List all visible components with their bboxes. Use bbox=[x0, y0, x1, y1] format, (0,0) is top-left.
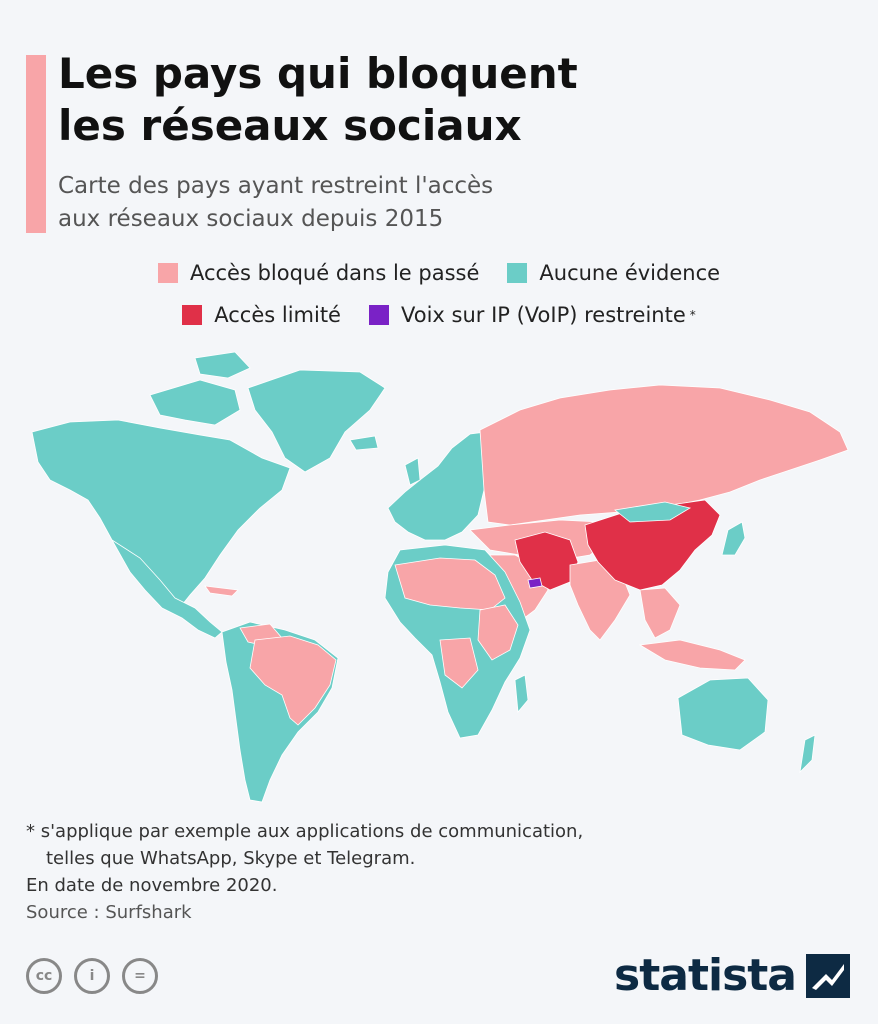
legend-label-none: Aucune évidence bbox=[539, 261, 721, 285]
statista-wordmark: statista bbox=[614, 950, 797, 1001]
region-uk bbox=[404, 457, 421, 486]
legend-label-voip: Voix sur IP (VoIP) restreinte bbox=[400, 303, 686, 327]
region-north-africa-past bbox=[394, 557, 506, 611]
region-canada-arctic-2 bbox=[194, 351, 251, 379]
statista-logo-icon bbox=[806, 953, 850, 998]
page-title: Les pays qui bloquent les réseaux sociau… bbox=[58, 48, 818, 152]
footnote-line-1: * s'applique par exemple aux application… bbox=[26, 821, 584, 842]
subtitle-line-1: Carte des pays ayant restreint l'accès bbox=[58, 173, 494, 199]
license-icons: cc i = bbox=[26, 958, 158, 994]
legend-swatch-voip bbox=[368, 305, 389, 325]
region-europe bbox=[387, 431, 491, 541]
region-east-africa-past bbox=[477, 604, 519, 661]
region-mongolia bbox=[614, 501, 692, 523]
region-russia bbox=[479, 384, 849, 526]
attribution-icon[interactable]: i bbox=[74, 958, 110, 994]
world-map bbox=[31, 351, 849, 803]
region-greenland bbox=[247, 369, 386, 473]
legend-label-past: Accès bloqué dans le passé bbox=[189, 261, 480, 285]
source-text: Source : Surfshark bbox=[26, 902, 192, 923]
legend-swatch-limited bbox=[182, 305, 203, 325]
title-line-1: Les pays qui bloquent bbox=[58, 49, 578, 98]
region-cuba bbox=[204, 585, 239, 597]
region-north-america bbox=[31, 419, 291, 611]
footnote-line-2: telles que WhatsApp, Skype et Telegram. bbox=[46, 848, 416, 869]
region-southeast-asia bbox=[639, 587, 681, 639]
legend-voip-asterisk: * bbox=[689, 308, 696, 322]
legend-item-limited: Accès limité bbox=[182, 303, 341, 327]
title-line-2: les réseaux sociaux bbox=[58, 101, 522, 150]
region-madagascar bbox=[514, 674, 529, 713]
region-central-africa-past bbox=[439, 637, 479, 689]
legend-swatch-none bbox=[507, 263, 528, 283]
legend-item-voip: Voix sur IP (VoIP) restreinte * bbox=[368, 303, 696, 327]
page-subtitle: Carte des pays ayant restreint l'accès a… bbox=[58, 170, 618, 236]
region-central-america bbox=[111, 539, 223, 639]
region-china bbox=[584, 499, 721, 591]
region-new-zealand bbox=[799, 734, 816, 774]
legend-row-1: Accès bloqué dans le passé Aucune éviden… bbox=[0, 256, 878, 290]
legend-item-past: Accès bloqué dans le passé bbox=[157, 261, 480, 285]
legend-item-none: Aucune évidence bbox=[507, 261, 720, 285]
region-japan bbox=[721, 521, 746, 556]
legend-row-2: Accès limité Voix sur IP (VoIP) restrein… bbox=[0, 298, 878, 332]
region-brazil bbox=[249, 635, 337, 726]
statista-logo[interactable]: statista bbox=[614, 950, 850, 1001]
region-uae-voip bbox=[527, 577, 543, 589]
title-accent-bar bbox=[26, 55, 46, 233]
footnote: * s'applique par exemple aux application… bbox=[26, 818, 583, 899]
region-iceland bbox=[349, 435, 379, 451]
region-australia bbox=[677, 677, 769, 751]
legend-swatch-past bbox=[157, 263, 178, 283]
map-legend: Accès bloqué dans le passé Aucune éviden… bbox=[0, 256, 878, 340]
cc-icon[interactable]: cc bbox=[26, 958, 62, 994]
subtitle-line-2: aux réseaux sociaux depuis 2015 bbox=[58, 206, 444, 232]
legend-label-limited: Accès limité bbox=[214, 303, 341, 327]
region-indonesia bbox=[638, 639, 746, 671]
region-canada-arctic bbox=[149, 379, 241, 426]
footnote-date: En date de novembre 2020. bbox=[26, 875, 278, 896]
no-derivatives-icon[interactable]: = bbox=[122, 958, 158, 994]
